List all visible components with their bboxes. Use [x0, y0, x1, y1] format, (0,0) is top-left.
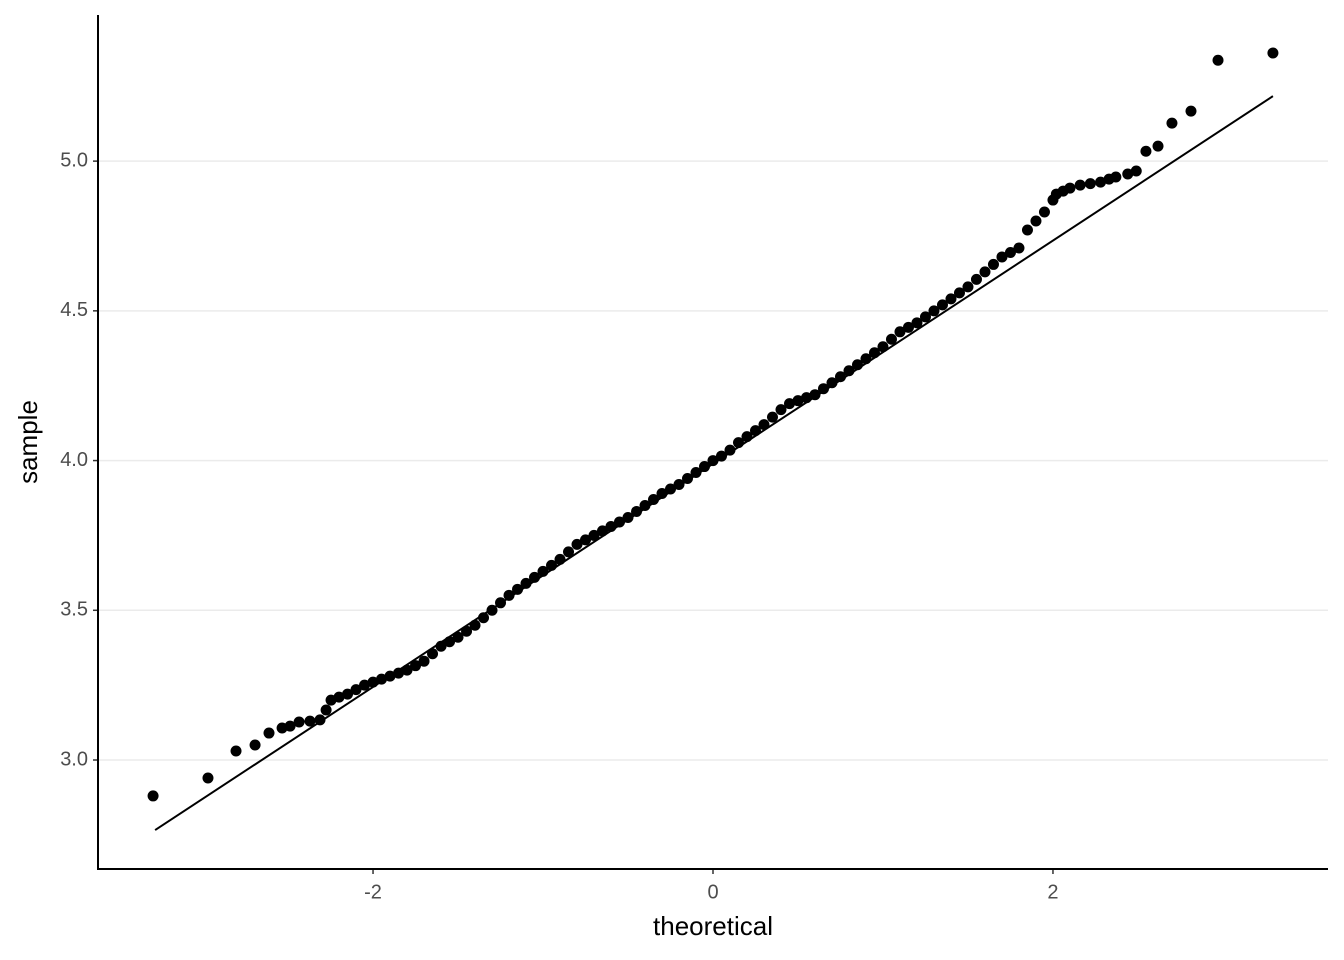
point	[1166, 117, 1178, 129]
point	[987, 258, 999, 270]
point	[1013, 242, 1025, 254]
point	[571, 538, 583, 550]
point	[1095, 176, 1107, 188]
point	[342, 688, 354, 700]
point	[230, 745, 242, 757]
point	[320, 704, 332, 716]
point	[263, 727, 275, 739]
point	[427, 648, 439, 660]
point	[1130, 165, 1142, 177]
point	[817, 383, 829, 395]
y-tick-label: 4.5	[60, 299, 88, 321]
point	[1267, 47, 1279, 59]
point	[359, 679, 371, 691]
point	[520, 577, 532, 589]
point	[792, 395, 804, 407]
point	[376, 673, 388, 685]
point	[284, 720, 296, 732]
point	[393, 667, 405, 679]
point	[1004, 246, 1016, 258]
point	[766, 411, 778, 423]
y-axis-title: sample	[13, 400, 43, 484]
point	[783, 398, 795, 410]
point	[996, 251, 1008, 263]
point	[945, 293, 957, 305]
point	[665, 483, 677, 495]
point	[1122, 168, 1134, 180]
point	[293, 716, 305, 728]
point	[953, 287, 965, 299]
point	[1064, 182, 1076, 194]
reference-line	[154, 95, 1274, 831]
point	[631, 505, 643, 517]
y-tick-label: 3.5	[60, 599, 88, 621]
point	[1140, 145, 1152, 157]
point	[979, 266, 991, 278]
point	[902, 321, 914, 333]
point	[775, 404, 787, 416]
point	[970, 273, 982, 285]
x-tick-label: 0	[707, 881, 718, 903]
point	[1038, 206, 1050, 218]
point	[614, 516, 626, 528]
point	[1152, 140, 1164, 152]
point	[911, 317, 923, 329]
point	[147, 790, 159, 802]
point	[826, 377, 838, 389]
point	[1084, 178, 1096, 190]
point	[1030, 215, 1042, 227]
point	[1021, 224, 1033, 236]
point	[1212, 54, 1224, 66]
point	[639, 499, 651, 511]
point	[304, 715, 316, 727]
point	[333, 691, 345, 703]
y-tick-label: 3.0	[60, 748, 88, 770]
point	[648, 493, 660, 505]
point	[928, 305, 940, 317]
point	[885, 333, 897, 345]
point	[452, 631, 464, 643]
point	[503, 589, 515, 601]
point	[1074, 179, 1086, 191]
point	[1110, 171, 1122, 183]
point	[962, 281, 974, 293]
point	[202, 772, 214, 784]
point	[563, 546, 575, 558]
point	[894, 326, 906, 338]
point	[707, 455, 719, 467]
point	[418, 655, 430, 667]
x-tick-label: 2	[1047, 881, 1058, 903]
x-tick-label: -2	[364, 881, 382, 903]
point	[580, 534, 592, 546]
x-axis-title: theoretical	[653, 911, 773, 941]
point	[936, 299, 948, 311]
point	[690, 467, 702, 479]
point	[512, 583, 524, 595]
point	[478, 612, 490, 624]
point	[724, 444, 736, 456]
point	[919, 311, 931, 323]
y-tick-label: 5.0	[60, 149, 88, 171]
point	[699, 461, 711, 473]
point	[249, 739, 261, 751]
y-tick-label: 4.0	[60, 449, 88, 471]
point	[410, 660, 422, 672]
point	[1185, 105, 1197, 117]
point	[588, 529, 600, 541]
point	[350, 684, 362, 696]
point	[834, 371, 846, 383]
